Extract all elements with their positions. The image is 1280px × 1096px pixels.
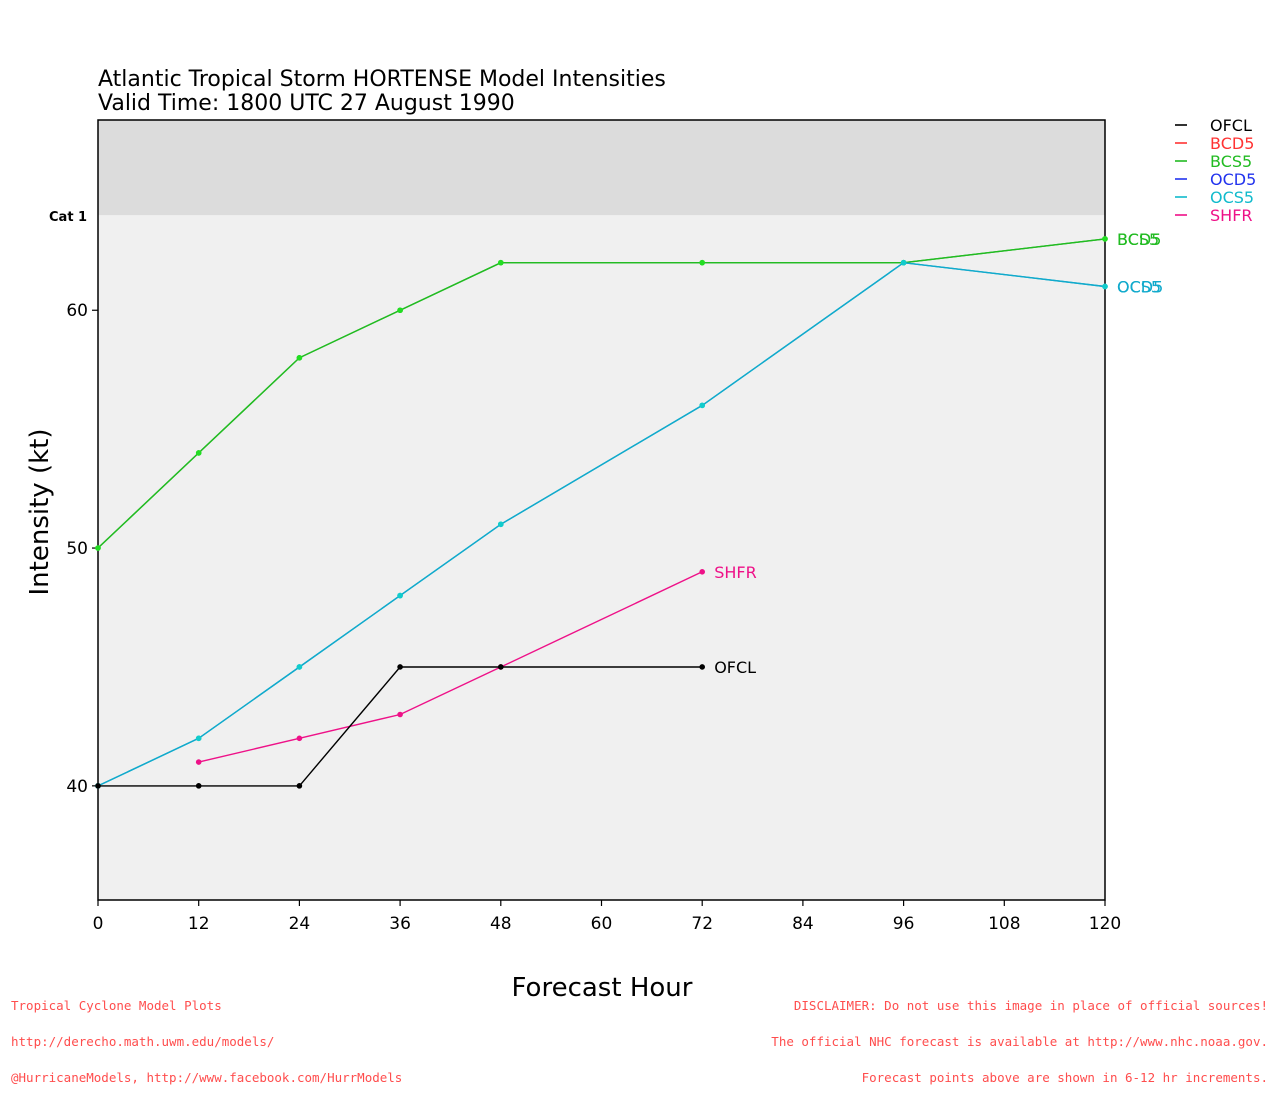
footer-right-line: DISCLAIMER: Do not use this image in pla… xyxy=(793,998,1268,1013)
data-point-bcd5 xyxy=(699,259,705,266)
data-point-ocs5 xyxy=(1102,283,1108,290)
x-tick-label: 12 xyxy=(188,914,210,934)
data-point-ofcl xyxy=(95,783,101,789)
y-tick-label: 40 xyxy=(66,777,88,797)
y-tick-label: 50 xyxy=(66,539,88,559)
series-line-bcd5 xyxy=(97,238,1106,549)
x-tick-label: 96 xyxy=(893,914,915,934)
footer-disclaimer: DISCLAIMER: Do not use this image in pla… xyxy=(771,976,1268,1096)
footer-credits: Tropical Cyclone Model Plots http://dere… xyxy=(11,976,402,1096)
data-point-ofcl xyxy=(397,664,403,670)
data-point-shfr xyxy=(195,759,202,765)
series-line-ofcl xyxy=(98,666,703,787)
footer-left-line: Tropical Cyclone Model Plots xyxy=(11,998,222,1013)
series-end-label: BCD5 xyxy=(1117,230,1161,249)
x-tick-label: 36 xyxy=(389,914,411,934)
data-point-ofcl xyxy=(296,783,303,789)
data-point-bcd5 xyxy=(498,259,504,266)
footer-right-line: The official NHC forecast is available a… xyxy=(771,1034,1268,1049)
data-point-ofcl xyxy=(498,664,504,670)
footer-left-line: http://derecho.math.uwm.edu/models/ xyxy=(11,1034,275,1049)
threshold-label: Cat 1 xyxy=(49,210,87,225)
y-tick-label: 60 xyxy=(66,301,88,321)
chart-title: Atlantic Tropical Storm HORTENSE Model I… xyxy=(98,67,666,92)
legend-entry: SHFR xyxy=(1210,206,1253,225)
data-point-ocs5 xyxy=(498,521,504,528)
series-end-label: SHFR xyxy=(714,563,757,582)
x-tick-label: 0 xyxy=(93,914,104,934)
x-tick-label: 108 xyxy=(988,914,1020,934)
data-point-bcd5 xyxy=(1102,236,1108,242)
data-point-ocs5 xyxy=(296,664,303,670)
footer-right-line: Forecast points above are shown in 6-12 … xyxy=(861,1070,1268,1085)
data-point-ocs5 xyxy=(397,592,403,599)
threshold-shade xyxy=(98,120,1105,216)
legend-entry: OFCL xyxy=(1210,116,1252,135)
data-point-shfr xyxy=(699,569,705,575)
series-end-label: OFCL xyxy=(714,658,756,677)
series-end-label: OCS5 xyxy=(1117,277,1161,296)
data-point-ocs5 xyxy=(900,259,907,266)
data-point-ofcl xyxy=(195,783,202,789)
data-point-bcd5 xyxy=(296,355,303,361)
data-point-bcd5 xyxy=(397,307,403,314)
data-point-ofcl xyxy=(699,664,705,670)
series-end-label: OCD5 xyxy=(1117,277,1163,296)
legend-entry: BCS5 xyxy=(1210,152,1252,171)
data-point-ocs5 xyxy=(699,402,705,409)
series-end-label: BCS5 xyxy=(1117,230,1159,249)
series-line-ocs5 xyxy=(97,261,1106,787)
chart-subtitle: Valid Time: 1800 UTC 27 August 1990 xyxy=(98,91,515,116)
x-tick-label: 84 xyxy=(792,914,814,934)
data-point-bcd5 xyxy=(195,450,202,456)
data-point-bcd5 xyxy=(95,545,101,551)
y-axis-label: Intensity (kt) xyxy=(25,429,55,596)
x-tick-label: 48 xyxy=(490,914,512,934)
data-point-shfr xyxy=(296,735,303,742)
x-tick-label: 24 xyxy=(289,914,311,934)
data-point-ocs5 xyxy=(195,735,202,742)
x-tick-label: 60 xyxy=(591,914,613,934)
legend-entry: OCD5 xyxy=(1210,170,1256,189)
x-axis-label: Forecast Hour xyxy=(512,973,693,1003)
footer-left-line: @HurricaneModels, http://www.facebook.co… xyxy=(11,1070,403,1085)
legend-entry: BCD5 xyxy=(1210,134,1254,153)
legend-entry: OCS5 xyxy=(1210,188,1254,207)
data-point-shfr xyxy=(397,711,403,718)
x-tick-label: 120 xyxy=(1089,914,1121,934)
intensity-chart: Atlantic Tropical Storm HORTENSE Model I… xyxy=(25,67,1256,1003)
x-tick-label: 72 xyxy=(691,914,713,934)
plot-area xyxy=(98,120,1105,900)
